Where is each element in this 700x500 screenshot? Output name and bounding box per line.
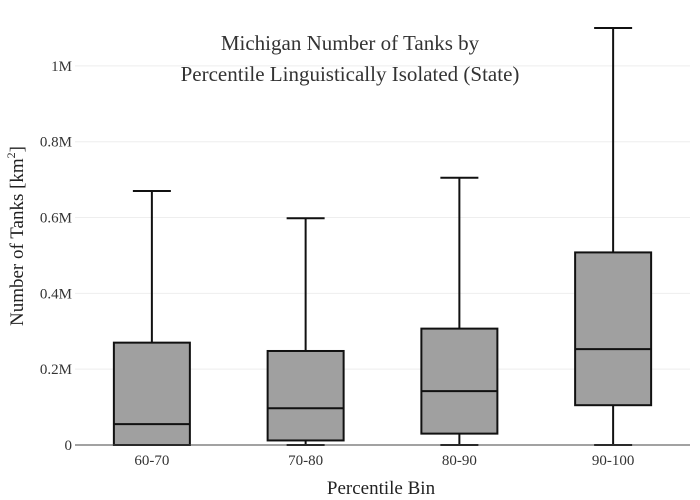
- y-axis-label-superscript: 2: [4, 152, 18, 158]
- y-tick-label: 0.8M: [40, 135, 72, 151]
- x-tick-label: 60-70: [134, 453, 169, 469]
- y-axis-label-end: ]: [7, 146, 28, 152]
- x-tick-label: 80-90: [442, 453, 477, 469]
- box-90-100: [574, 27, 653, 446]
- box-60-70: [112, 190, 191, 446]
- x-tick-labels: 60-70 70-80 80-90 90-100: [134, 453, 634, 469]
- y-tick-label: 0: [65, 438, 73, 454]
- y-tick-labels: 0 0.2M 0.4M 0.6M 0.8M 1M: [40, 59, 72, 454]
- x-axis-label: Percentile Bin: [327, 478, 436, 499]
- iqr-box: [574, 251, 653, 407]
- y-tick-label: 1M: [51, 59, 72, 75]
- iqr-box: [266, 349, 345, 442]
- box-70-80: [266, 217, 345, 446]
- y-axis-label-main: Number of Tanks [km: [7, 158, 28, 326]
- y-tick-label: 0.4M: [40, 286, 72, 302]
- iqr-box: [112, 341, 191, 446]
- boxes: [112, 27, 653, 446]
- y-axis-label: Number of Tanks [km2]: [4, 146, 28, 326]
- x-tick-label: 70-80: [288, 453, 323, 469]
- x-tick-label: 90-100: [592, 453, 635, 469]
- chart-title-line-1: Michigan Number of Tanks by: [221, 31, 480, 55]
- iqr-box: [420, 327, 499, 435]
- y-tick-label: 0.6M: [40, 211, 72, 227]
- y-tick-label: 0.2M: [40, 362, 72, 378]
- chart-title-line-2: Percentile Linguistically Isolated (Stat…: [181, 62, 520, 86]
